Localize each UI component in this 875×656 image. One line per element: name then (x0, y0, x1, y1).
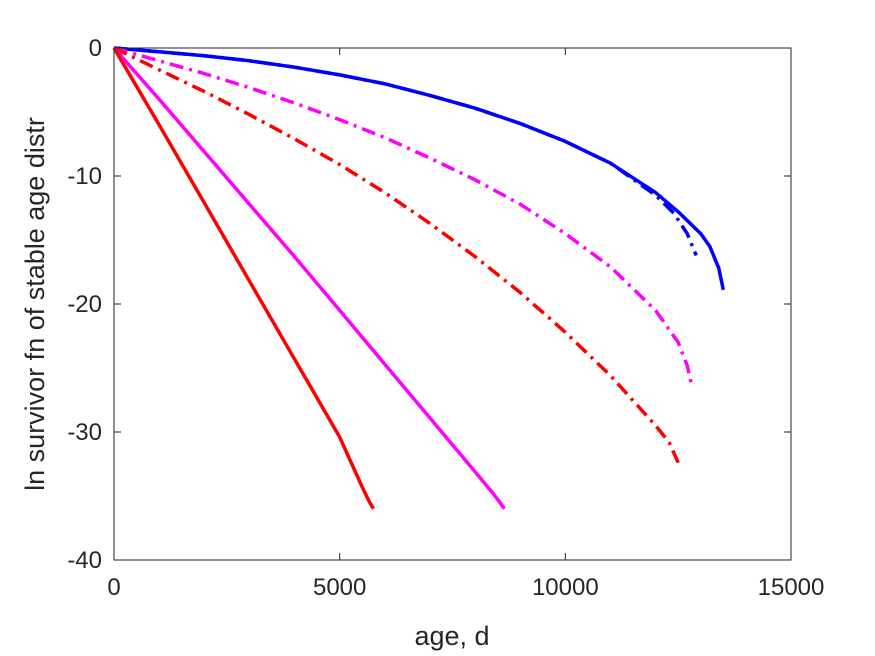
axis-ticks: 0 5000 10000 15000 0 -10 -20 -30 -40 (67, 35, 824, 601)
x-tick-label: 0 (107, 574, 120, 601)
y-tick-label: 0 (89, 35, 102, 62)
x-tick-label: 15000 (758, 574, 825, 601)
series-line-6 (112, 47, 376, 510)
plot-lines (112, 46, 726, 510)
y-tick-label: -10 (67, 163, 102, 190)
y-tick-label: -40 (67, 547, 102, 574)
series-line-2 (113, 46, 698, 257)
series-line-3 (113, 46, 694, 387)
y-tick-label: -30 (67, 419, 102, 446)
x-axis-title: age, d (414, 621, 489, 651)
series-line-4 (113, 46, 680, 464)
series-line-5 (112, 46, 506, 510)
y-axis-title: ln survivor fn of stable age distr (20, 117, 50, 491)
x-tick-label: 5000 (313, 574, 366, 601)
y-tick-label: -20 (67, 291, 102, 318)
x-tick-label: 10000 (532, 574, 599, 601)
